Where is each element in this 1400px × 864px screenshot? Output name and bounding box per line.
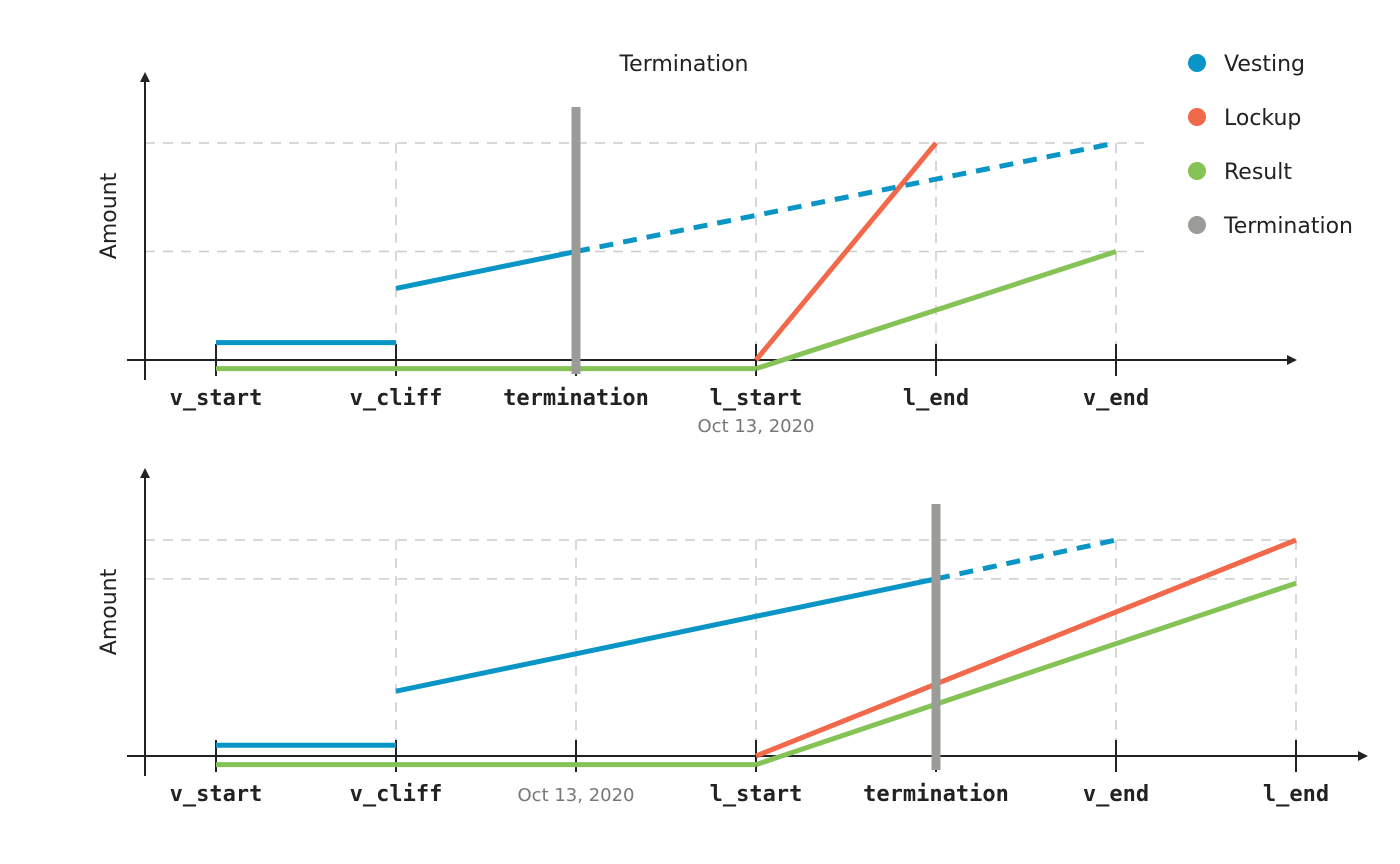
- legend-label-vesting: Vesting: [1224, 52, 1305, 77]
- x-tick-label-4: termination: [863, 782, 1009, 807]
- legend-marker-lockup: [1188, 108, 1206, 126]
- y-axis-arrow: [140, 468, 150, 478]
- legend-marker-result: [1188, 162, 1206, 180]
- chart-title: Termination: [618, 52, 748, 77]
- legend-marker-vesting: [1188, 54, 1206, 72]
- chart-bottom: v_start v_cliff Oct 13, 2020 l_start termina…: [97, 468, 1368, 807]
- legend-marker-termination: [1188, 216, 1206, 234]
- y-axis-arrow: [140, 72, 150, 82]
- series-vesting-segment-1: [395, 576, 937, 694]
- x-tick-label-4: l_end: [903, 386, 969, 411]
- x-tick-label-5: v_end: [1083, 782, 1149, 807]
- series-vesting-segment-1: [395, 249, 577, 291]
- x-tick-label-3: l_start: [710, 782, 803, 807]
- x-tick-label-1: v_cliff: [350, 782, 443, 807]
- legend-label-lockup: Lockup: [1224, 106, 1301, 131]
- series-lockup-segment-0: [755, 537, 1297, 759]
- x-tick-label-2: termination: [503, 386, 649, 411]
- x-tick-label-2: Oct 13, 2020: [518, 785, 635, 806]
- x-tick-label-0: v_start: [170, 386, 263, 411]
- x-axis-arrow: [1287, 355, 1297, 365]
- date-annotation: Oct 13, 2020: [698, 416, 815, 437]
- legend-label-result: Result: [1224, 160, 1292, 185]
- series-result-segment-1: [755, 580, 1297, 768]
- legend: Vesting Lockup Result Termination: [1188, 52, 1353, 239]
- series-vesting-segment-2: [575, 140, 1117, 254]
- x-tick-label-5: v_end: [1083, 386, 1149, 411]
- series-result-segment-1: [755, 249, 1117, 372]
- y-axis-label: Amount: [97, 172, 122, 259]
- x-tick-label-0: v_start: [170, 782, 263, 807]
- x-tick-label-6: l_end: [1263, 782, 1329, 807]
- chart-top: v_start v_cliff termination l_start l_end v_e…: [97, 72, 1297, 437]
- x-axis-arrow: [1358, 751, 1368, 761]
- legend-label-termination: Termination: [1223, 214, 1353, 239]
- x-tick-label-3: l_start: [710, 386, 803, 411]
- series-vesting-segment-2: [935, 537, 1117, 582]
- x-tick-label-1: v_cliff: [350, 386, 443, 411]
- y-axis-label: Amount: [97, 568, 122, 655]
- series-lockup-segment-0: [754, 141, 938, 362]
